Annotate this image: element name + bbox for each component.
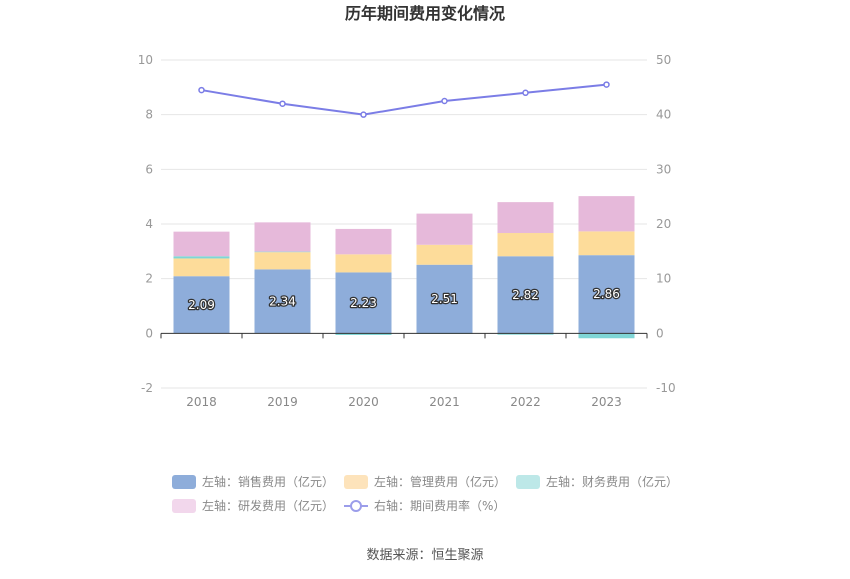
expense-rate-polyline — [201, 83, 607, 116]
right-tick-label: 10 — [656, 272, 671, 286]
bar-2021-左轴：销售费用（亿元） — [416, 264, 473, 334]
bar-2019-左轴：研发费用（亿元） — [254, 222, 311, 252]
legend-label-3: 左轴：研发费用（亿元） — [202, 498, 334, 513]
bar-2020-左轴：研发费用（亿元） — [335, 228, 392, 255]
bar-2018-左轴：管理费用（亿元） — [173, 258, 230, 277]
right-axis-ticks: -10 0 10 20 30 40 50 — [656, 53, 676, 395]
bar-2022-左轴：管理费用（亿元） — [497, 233, 554, 257]
bar-label-2020: 2.23 — [350, 296, 377, 310]
bar-label-2023: 2.86 — [593, 287, 620, 301]
legend-label-2: 左轴：财务费用（亿元） — [546, 474, 678, 489]
x-axis-ticks: 2018 2019 2020 2021 2022 2023 — [186, 395, 622, 409]
legend-label-0: 左轴：销售费用（亿元） — [202, 474, 334, 489]
grid-lines — [161, 59, 647, 389]
bars-group — [173, 196, 635, 339]
left-tick-label: 8 — [145, 108, 153, 122]
bar-label-2019: 2.34 — [269, 294, 296, 308]
x-tick-label: 2021 — [429, 395, 460, 409]
right-tick-label: 30 — [656, 162, 671, 176]
legend-swatch-1 — [344, 475, 368, 489]
expense-rate-point-2023 — [603, 81, 610, 88]
left-tick-label: 6 — [145, 162, 153, 176]
legend: 左轴：销售费用（亿元） 左轴：管理费用（亿元） 左轴：财务费用（亿元） 左轴：研发费用… — [172, 474, 678, 513]
legend-label-4: 右轴：期间费用率（%） — [374, 498, 505, 513]
bar-2020-左轴：管理费用（亿元） — [335, 254, 392, 273]
left-tick-label: 10 — [138, 53, 153, 67]
bar-2019-左轴：财务费用（亿元） — [254, 251, 311, 253]
x-tick-label: 2018 — [186, 395, 217, 409]
bar-2022-左轴：销售费用（亿元） — [497, 256, 554, 334]
left-tick-label: 2 — [145, 272, 153, 286]
bar-value-labels: 2.09 2.34 2.23 2.51 2.82 2.86 — [187, 286, 621, 313]
bar-2023-左轴：研发费用（亿元） — [578, 196, 635, 232]
expense-rate-point-2019 — [279, 100, 286, 107]
bar-2023-左轴：销售费用（亿元） — [578, 255, 635, 334]
right-tick-label: -10 — [656, 381, 676, 395]
left-tick-label: 4 — [145, 217, 153, 231]
bar-label-2022: 2.82 — [512, 288, 539, 302]
bar-2020-左轴：财务费用（亿元） — [335, 333, 392, 335]
left-tick-label: 0 — [145, 326, 153, 340]
legend-swatch-0 — [172, 475, 196, 489]
bar-label-2021: 2.51 — [431, 292, 458, 306]
bar-2022-左轴：研发费用（亿元） — [497, 202, 554, 234]
data-source: 数据来源：恒生聚源 — [366, 548, 483, 563]
legend-swatch-2 — [516, 475, 540, 489]
x-tick-label: 2019 — [267, 395, 298, 409]
expense-rate-point-2018 — [198, 86, 205, 94]
expense-rate-point-2021 — [441, 97, 448, 105]
expense-rate-line — [198, 81, 610, 118]
x-tick-label: 2023 — [591, 395, 622, 409]
bar-2021-左轴：管理费用（亿元） — [416, 244, 473, 265]
expense-rate-point-2022 — [522, 89, 529, 97]
bar-2018-左轴：销售费用（亿元） — [173, 276, 230, 334]
expense-rate-point-2020 — [360, 111, 367, 118]
x-tick-label: 2022 — [510, 395, 541, 409]
right-tick-label: 0 — [656, 326, 664, 340]
right-tick-label: 50 — [656, 53, 671, 67]
right-tick-label: 20 — [656, 217, 671, 231]
bar-2019-左轴：管理费用（亿元） — [254, 252, 311, 270]
legend-circle-swatch — [350, 500, 362, 512]
bar-2022-左轴：财务费用（亿元） — [497, 333, 554, 335]
legend-label-1: 左轴：管理费用（亿元） — [374, 474, 506, 489]
left-axis-ticks: -2 0 2 4 6 8 10 — [138, 53, 153, 395]
bar-2023-左轴：财务费用（亿元） — [578, 333, 635, 339]
left-tick-label: -2 — [141, 381, 153, 395]
bar-2021-左轴：研发费用（亿元） — [416, 213, 473, 245]
bar-label-2018: 2.09 — [188, 298, 215, 312]
bar-2018-左轴：研发费用（亿元） — [173, 231, 230, 257]
legend-swatch-3 — [172, 499, 196, 513]
right-tick-label: 40 — [656, 108, 671, 122]
chart-title: 历年期间费用变化情况 — [345, 4, 505, 23]
bar-2020-左轴：销售费用（亿元） — [335, 272, 392, 334]
bar-2019-左轴：销售费用（亿元） — [254, 269, 311, 334]
bar-2018-左轴：财务费用（亿元） — [173, 256, 230, 259]
x-axis — [160, 332, 648, 339]
bar-2023-左轴：管理费用（亿元） — [578, 231, 635, 256]
x-tick-label: 2020 — [348, 395, 379, 409]
